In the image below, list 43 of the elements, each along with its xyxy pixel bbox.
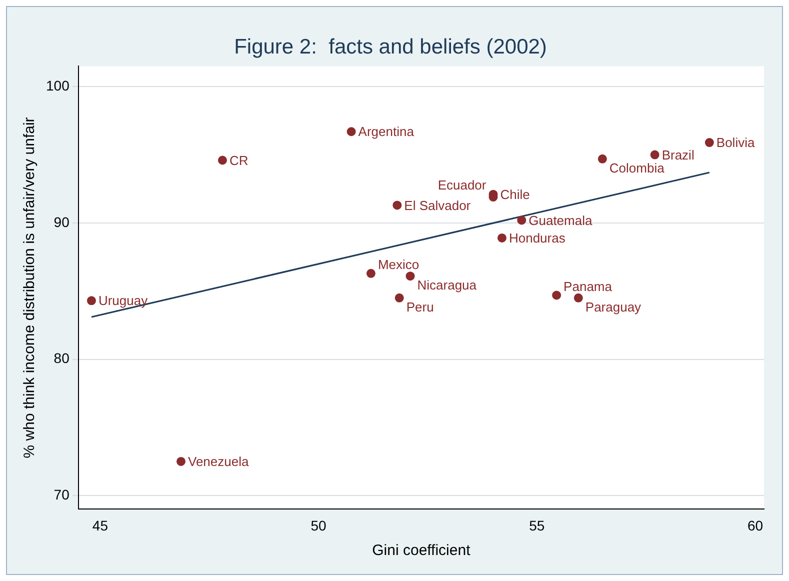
annotation: Bolivia — [716, 135, 756, 150]
x-tick-label: 45 — [92, 517, 108, 534]
point — [650, 150, 660, 160]
point — [704, 138, 714, 148]
annotation: Mexico — [378, 256, 420, 272]
y-tick-label: 100 — [46, 78, 70, 94]
annotation: Argentina — [358, 124, 415, 140]
annotation: Colombia — [609, 160, 666, 176]
point — [366, 268, 376, 278]
point — [394, 293, 404, 302]
annotation: Guatemala — [528, 212, 593, 228]
point — [497, 233, 506, 242]
point — [552, 290, 562, 300]
point — [346, 127, 356, 136]
y-tick-label: 80 — [54, 350, 70, 366]
annotation: Nicaragua — [417, 278, 478, 293]
annotation: Venezuela — [188, 454, 250, 470]
annotation: CR — [229, 152, 248, 168]
annotation: Honduras — [508, 230, 566, 246]
point — [598, 154, 607, 164]
x-tick-label: 50 — [310, 517, 327, 534]
chart-title: Figure 2: facts and beliefs (2002) — [234, 35, 547, 58]
y-tick-label: 70 — [54, 486, 70, 502]
x-tick-label: 60 — [747, 517, 764, 534]
point — [517, 216, 526, 225]
x-tick-label: 55 — [529, 517, 545, 534]
point — [392, 200, 402, 210]
annotation: Chile — [500, 186, 530, 202]
annotation: Brazil — [662, 147, 694, 162]
annotation: Paraguay — [585, 300, 642, 314]
annotation: Ecuador — [438, 178, 487, 193]
x-axis-title: Gini coefficient — [372, 542, 472, 560]
y-tick-label: 90 — [54, 214, 70, 230]
annotation: Uruguay — [98, 293, 148, 308]
point — [218, 156, 227, 165]
point — [574, 293, 583, 302]
point — [176, 456, 186, 466]
point — [86, 296, 96, 306]
y-axis-title: % who think income distribution is unfair/very unfair — [21, 117, 38, 458]
annotation: Peru — [406, 300, 434, 314]
point — [406, 272, 415, 281]
annotation: Panama — [564, 278, 613, 294]
annotation: El Salvador — [404, 198, 472, 213]
